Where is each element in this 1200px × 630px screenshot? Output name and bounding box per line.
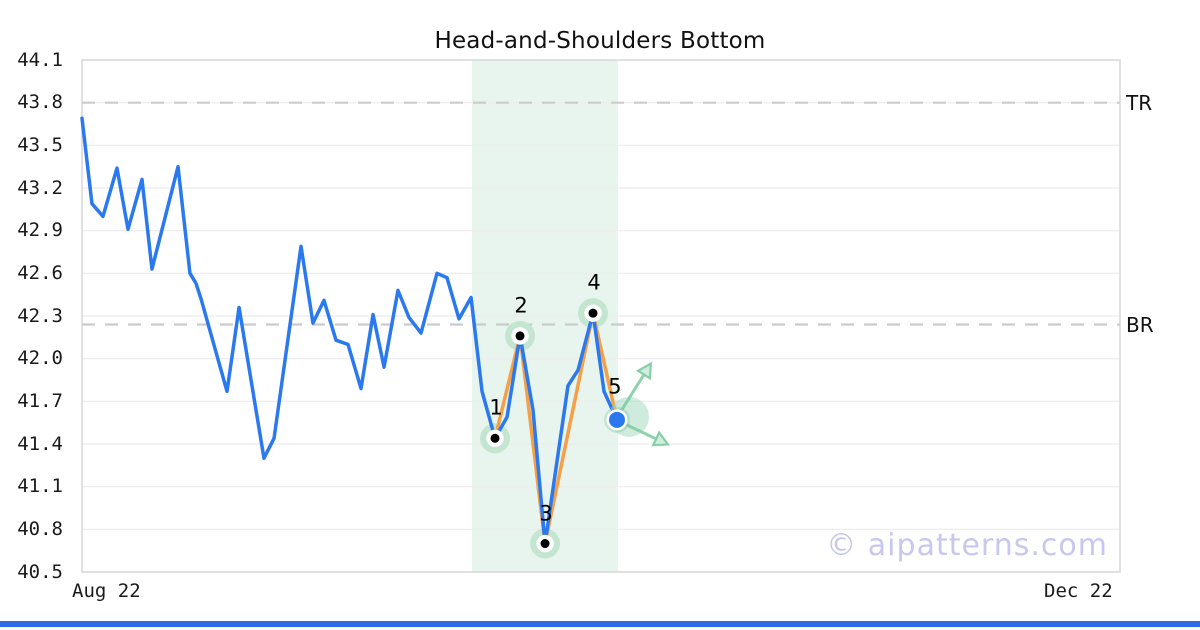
- y-tick-40.8: 40.8: [17, 517, 63, 540]
- pattern-point-label-4: 4: [587, 270, 601, 295]
- breakout-arrow-up-shaft: [618, 372, 647, 414]
- pattern-point-label-3: 3: [539, 501, 553, 526]
- point-dot: [588, 308, 598, 318]
- bottom-accent-bar: [0, 621, 1200, 627]
- breakout-arrow-down-shaft: [621, 421, 659, 442]
- y-tick-42.0: 42.0: [17, 347, 63, 370]
- level-label-br: BR: [1126, 312, 1154, 337]
- y-tick-42.3: 42.3: [17, 304, 63, 327]
- y-tick-41.7: 41.7: [17, 389, 63, 412]
- pattern-point-label-2: 2: [514, 293, 528, 318]
- plot-border: [81, 59, 1121, 573]
- y-tick-42.6: 42.6: [17, 261, 63, 284]
- current-point-dot: [608, 411, 625, 428]
- y-tick-43.5: 43.5: [17, 133, 63, 156]
- breakout-arrow-down-head: [651, 430, 671, 447]
- y-tick-44.1: 44.1: [17, 48, 63, 71]
- y-tick-43.8: 43.8: [17, 91, 63, 114]
- point-dot: [540, 539, 550, 549]
- y-tick-41.4: 41.4: [17, 432, 63, 455]
- y-tick-43.2: 43.2: [17, 176, 63, 199]
- x-tick-dec-22: Dec 22: [1044, 580, 1113, 602]
- y-tick-42.9: 42.9: [17, 219, 63, 242]
- price-line: [80, 116, 619, 546]
- level-label-tr: TR: [1126, 90, 1153, 115]
- watermark: © aipatterns.com: [826, 528, 1108, 563]
- x-tick-aug-22: Aug 22: [72, 580, 141, 602]
- point-dot: [490, 433, 500, 443]
- point-dot: [515, 331, 525, 341]
- y-tick-40.5: 40.5: [17, 560, 63, 583]
- chart-title: Head-and-Shoulders Bottom: [434, 28, 766, 54]
- breakout-arrow-up-head: [635, 361, 653, 381]
- pattern-point-label-5: 5: [608, 374, 622, 399]
- pattern-point-label-1: 1: [489, 395, 503, 420]
- y-tick-41.1: 41.1: [17, 475, 63, 498]
